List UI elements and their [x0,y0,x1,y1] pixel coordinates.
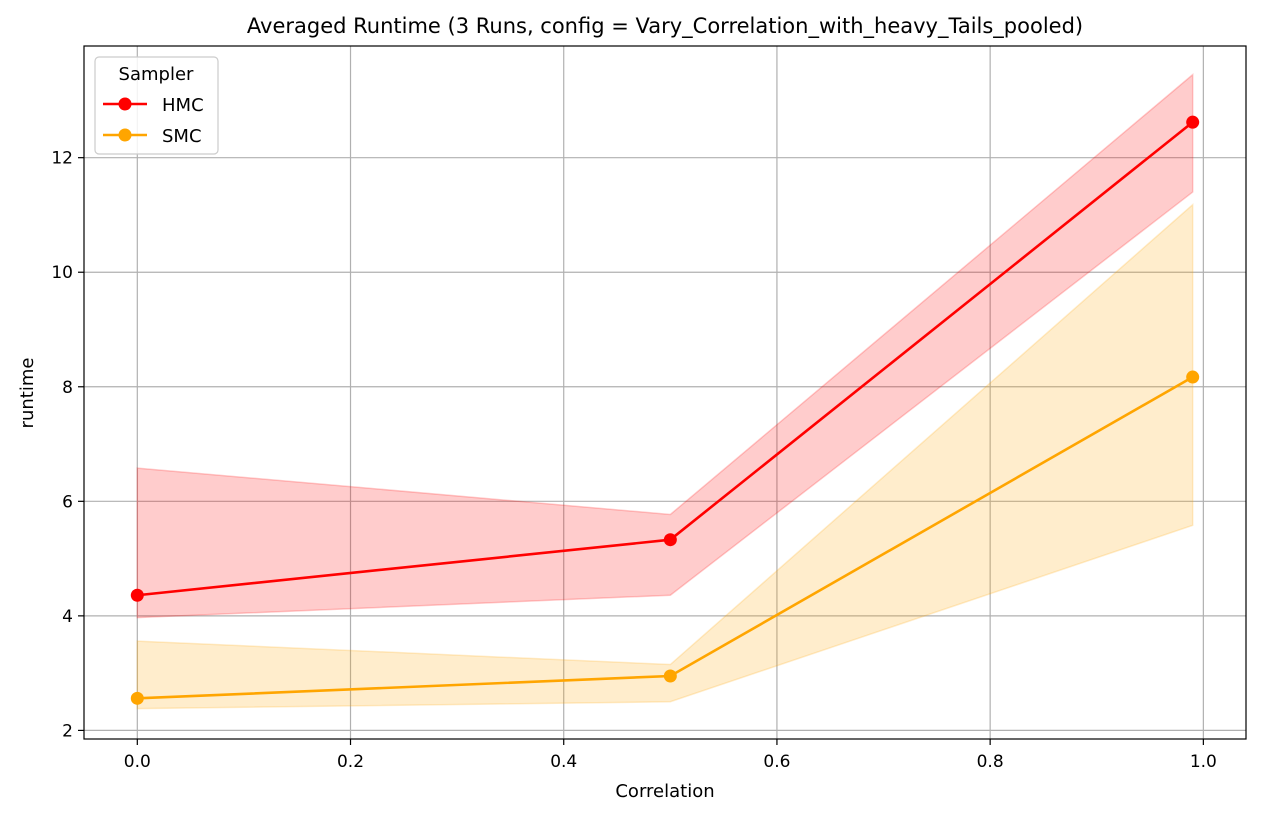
confidence-bands [136,73,1194,710]
chart-title: Averaged Runtime (3 Runs, config = Vary_… [247,14,1083,39]
hmc-point [1186,115,1200,129]
legend: Sampler HMC SMC [94,56,219,155]
y-axis-ticks: 2 4 6 8 10 12 [51,149,84,741]
legend-label-smc: SMC [162,126,202,147]
x-tick-label: 0.6 [763,752,790,772]
series-markers [130,115,1200,705]
y-axis-label: runtime [17,358,38,429]
x-tick-label: 0.2 [337,752,364,772]
x-axis-ticks: 0.0 0.2 0.4 0.6 0.8 1.0 [124,739,1217,772]
y-tick-label: 10 [51,263,73,283]
grid [84,46,1246,739]
y-tick-label: 6 [62,492,73,512]
y-tick-label: 12 [51,149,73,169]
smc-point [1186,370,1200,384]
plot-frame [83,45,1247,740]
legend-title: Sampler [119,64,194,85]
legend-marker-hmc [118,97,132,111]
hmc-point [130,588,144,602]
y-tick-label: 4 [62,607,73,627]
smc-point [130,691,144,705]
x-axis-label: Correlation [615,781,714,802]
smc-band [136,202,1194,710]
hmc-band [136,73,1194,619]
x-tick-label: 0.8 [977,752,1004,772]
x-tick-label: 1.0 [1190,752,1217,772]
y-tick-label: 8 [62,378,73,398]
x-tick-label: 0.4 [550,752,577,772]
smc-point [663,669,677,683]
hmc-point [663,533,677,547]
legend-marker-smc [118,128,132,142]
legend-label-hmc: HMC [162,95,204,116]
x-tick-label: 0.0 [124,752,151,772]
y-tick-label: 2 [62,721,73,741]
